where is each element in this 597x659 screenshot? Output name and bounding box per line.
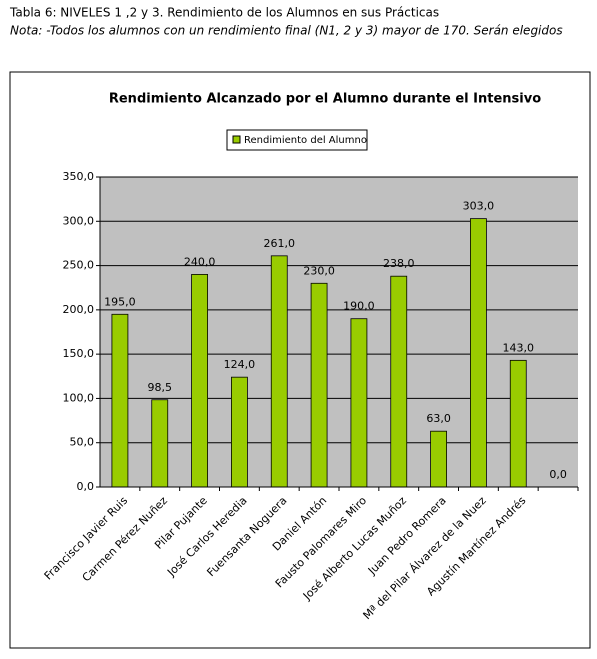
value-label: 303,0 bbox=[463, 200, 495, 213]
value-label: 63,0 bbox=[426, 412, 451, 425]
value-label: 190,0 bbox=[343, 300, 375, 313]
bar bbox=[470, 218, 487, 488]
value-label: 195,0 bbox=[104, 295, 136, 308]
y-tick-label: 150,0 bbox=[63, 347, 95, 360]
y-tick-label: 100,0 bbox=[63, 391, 95, 404]
bar bbox=[310, 282, 328, 488]
bar bbox=[231, 376, 248, 488]
y-tick-label: 50,0 bbox=[70, 436, 95, 449]
value-label: 0,0 bbox=[549, 468, 567, 481]
legend-swatch bbox=[232, 135, 241, 144]
bar bbox=[350, 318, 368, 488]
plot-area bbox=[100, 177, 578, 487]
bar bbox=[270, 255, 288, 488]
bar bbox=[111, 313, 129, 488]
bar bbox=[509, 359, 527, 488]
legend bbox=[226, 129, 368, 151]
value-label: 124,0 bbox=[224, 358, 256, 371]
bar bbox=[151, 399, 169, 488]
y-tick-label: 250,0 bbox=[63, 259, 95, 272]
y-tick-label: 350,0 bbox=[63, 170, 95, 183]
value-label: 238,0 bbox=[383, 257, 415, 270]
y-tick-label: 200,0 bbox=[63, 303, 95, 316]
value-label: 240,0 bbox=[184, 255, 216, 268]
legend-label: Rendimiento del Alumno bbox=[244, 135, 367, 146]
note: Nota: -Todos los alumnos con un rendimie… bbox=[10, 24, 563, 38]
value-label: 143,0 bbox=[503, 341, 535, 354]
value-label: 230,0 bbox=[303, 264, 335, 277]
bar bbox=[191, 274, 208, 488]
value-label: 261,0 bbox=[264, 237, 296, 250]
bar bbox=[430, 430, 447, 488]
value-label: 98,5 bbox=[148, 381, 173, 394]
bar bbox=[390, 275, 408, 488]
caption: Tabla 6: NIVELES 1 ,2 y 3. Rendimiento d… bbox=[9, 6, 439, 20]
y-tick-label: 300,0 bbox=[63, 214, 95, 227]
chart-title: Rendimiento Alcanzado por el Alumno dura… bbox=[109, 92, 541, 107]
y-tick-label: 0,0 bbox=[77, 480, 95, 493]
